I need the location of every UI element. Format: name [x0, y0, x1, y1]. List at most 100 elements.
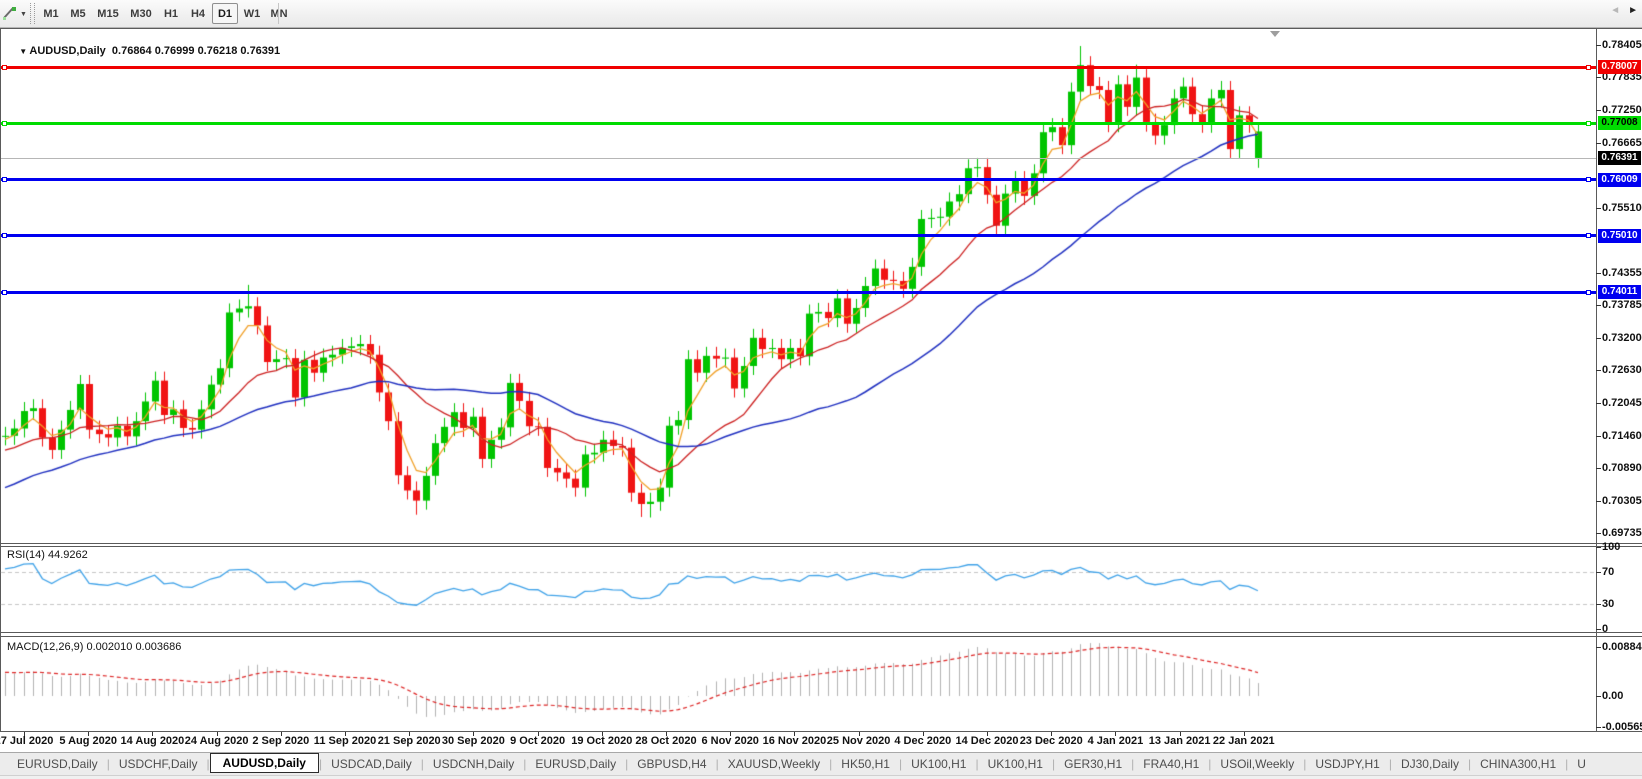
date-label: 27 Jul 2020	[0, 735, 54, 747]
chart-tab-dj30-daily[interactable]: DJ30,Daily	[1400, 757, 1459, 771]
horizontal-level-line[interactable]	[1, 178, 1596, 182]
price-tick-label: 0.73200	[1602, 331, 1642, 344]
level-anchor-icon[interactable]	[2, 64, 7, 70]
chart-tab-eurusd-daily[interactable]: EURUSD,Daily	[535, 757, 617, 771]
date-tick-mark	[216, 732, 218, 736]
date-label: 14 Aug 2020	[120, 735, 185, 747]
tab-separator: |	[1131, 757, 1135, 771]
tab-separator: |	[1051, 757, 1056, 771]
level-price-label: 0.75010	[1598, 228, 1641, 243]
date-tick-mark	[1051, 732, 1053, 736]
chart-tab-gbpusd-h4[interactable]: GBPUSD,H4	[637, 757, 707, 771]
rsi-scale-label: 0	[1602, 623, 1609, 635]
level-anchor-icon[interactable]	[1586, 233, 1591, 239]
level-anchor-icon[interactable]	[1586, 289, 1591, 295]
chart-tab-china300-h1[interactable]: CHINA300,H1	[1480, 757, 1557, 771]
date-axis[interactable]: 27 Jul 2020 5 Aug 2020 14 Aug 2020 24 Aug 2…	[0, 732, 1642, 752]
date-label: 25 Nov 2020	[826, 735, 891, 747]
chart-tab-usdjpy-h1[interactable]: USDJPY,H1	[1315, 757, 1380, 771]
macd-tick-mark	[1596, 727, 1601, 729]
tab-separator: |	[1467, 757, 1472, 771]
date-tick-mark	[345, 732, 346, 736]
tab-scroll-right-icon[interactable]: ►	[1628, 5, 1638, 16]
tab-scroll-left-icon[interactable]: ◄	[1610, 5, 1621, 16]
price-tick-mark	[1596, 467, 1601, 469]
date-tick-mark	[24, 732, 25, 736]
level-anchor-icon[interactable]	[2, 120, 7, 126]
price-tick-mark	[1596, 207, 1601, 209]
price-tick-label: 0.74355	[1602, 266, 1642, 279]
chart-tab-hk50-h1[interactable]: HK50,H1	[841, 757, 890, 771]
price-tick-mark	[1596, 435, 1601, 437]
tab-separator: |	[1303, 757, 1307, 771]
macd-scale-label: 0.00	[1602, 690, 1624, 702]
date-tick-mark	[1243, 732, 1245, 736]
date-tick-mark	[666, 732, 667, 736]
chart-tab-usoil-weekly[interactable]: USOil,Weekly	[1220, 757, 1295, 771]
level-anchor-icon[interactable]	[2, 289, 7, 295]
chart-shift-marker-icon[interactable]	[1270, 31, 1280, 37]
chart-tab-u[interactable]: U	[1577, 757, 1586, 771]
chart-title-caret-icon[interactable]: ▼	[19, 47, 30, 56]
macd-signal-value: 0.003686	[135, 641, 182, 653]
chart-tab-usdchf-daily[interactable]: USDCHF,Daily	[118, 757, 198, 771]
rsi-tick-mark	[1596, 629, 1601, 630]
price-tick-mark	[1596, 272, 1601, 274]
level-anchor-icon[interactable]	[1586, 64, 1591, 70]
level-price-label: 0.78007	[1598, 60, 1641, 75]
rsi-tick-mark	[1596, 604, 1601, 606]
macd-label: MACD(12,26,9)	[7, 641, 84, 653]
price-tick-label: 0.73785	[1602, 298, 1642, 311]
price-tick-mark	[1596, 44, 1601, 46]
level-anchor-icon[interactable]	[2, 233, 7, 239]
ohlc-close: 0.76391	[240, 45, 281, 57]
date-tick-mark	[1115, 732, 1117, 736]
date-tick-mark	[473, 732, 475, 736]
level-anchor-icon[interactable]	[2, 177, 7, 183]
horizontal-level-line[interactable]	[1, 234, 1596, 238]
tab-separator: |	[106, 757, 110, 771]
chart-title: ▼ AUDUSD,Daily 0.76864 0.76999 0.76218 0…	[7, 33, 280, 69]
date-tick-mark	[409, 732, 411, 736]
chart-tab-uk100-h1[interactable]: UK100,H1	[987, 757, 1043, 771]
level-anchor-icon[interactable]	[1586, 120, 1591, 126]
level-price-label: 0.76009	[1598, 172, 1641, 187]
tab-separator: |	[1208, 757, 1212, 771]
price-tick-mark	[1596, 337, 1601, 339]
ohlc-open: 0.76864	[111, 45, 152, 57]
tab-separator: |	[1565, 757, 1569, 771]
date-label: 24 Aug 2020	[184, 735, 249, 747]
rsi-tick-mark	[1596, 547, 1601, 548]
level-anchor-icon[interactable]	[1586, 177, 1591, 183]
current-price-line	[1, 158, 1596, 160]
date-label: 14 Dec 2020	[955, 735, 1019, 747]
price-tick-label: 0.75510	[1602, 201, 1642, 214]
chart-tab-usdcad-daily[interactable]: USDCAD,Daily	[331, 757, 412, 771]
chart-tab-bar: EURUSD,Daily | USDCHF,Daily | AUDUSD,Daily | U…	[0, 752, 1642, 775]
macd-scale-label: -0.005651	[1602, 721, 1642, 734]
chart-tab-audusd-daily[interactable]: AUDUSD,Daily	[209, 752, 319, 773]
chart-tab-eurusd-daily[interactable]: EURUSD,Daily	[17, 757, 98, 771]
date-label: 16 Nov 2020	[762, 735, 827, 747]
chart-tab-fra40-h1[interactable]: FRA40,H1	[1143, 757, 1200, 771]
horizontal-level-line[interactable]	[1, 290, 1596, 294]
horizontal-level-line[interactable]	[1, 121, 1596, 125]
chart-tab-usdcnh-daily[interactable]: USDCNH,Daily	[432, 757, 515, 771]
macd-tick-mark	[1596, 696, 1601, 697]
price-tick-mark	[1596, 369, 1601, 371]
price-tick-mark	[1596, 76, 1601, 78]
chart-tab-ger30-h1[interactable]: GER30,H1	[1064, 757, 1123, 771]
current-price-label: 0.76391	[1598, 151, 1641, 166]
date-label: 19 Oct 2020	[571, 735, 633, 747]
chart-tab-xauusd-weekly[interactable]: XAUUSD,Weekly	[727, 757, 821, 771]
date-tick-mark	[537, 732, 539, 736]
date-label: 6 Nov 2020	[701, 735, 759, 747]
level-price-label: 0.77008	[1598, 116, 1641, 131]
date-label: 4 Dec 2020	[894, 735, 952, 747]
horizontal-level-line[interactable]	[1, 65, 1596, 69]
tab-separator: |	[523, 757, 527, 771]
macd-main-value: 0.002010	[86, 641, 133, 653]
chart-tab-uk100-h1[interactable]: UK100,H1	[911, 757, 967, 771]
